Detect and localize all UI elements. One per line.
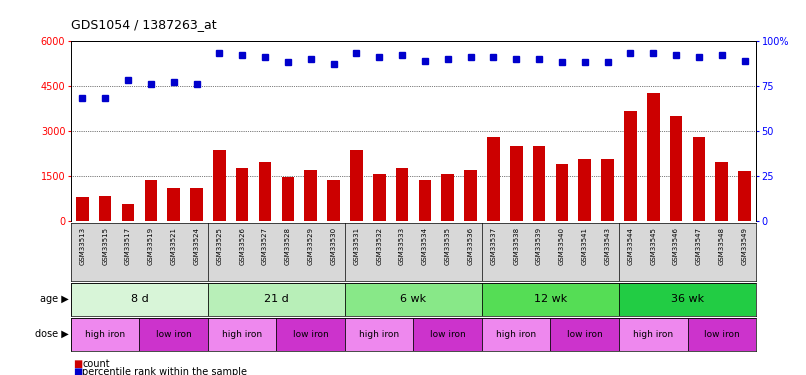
Text: 6 wk: 6 wk — [401, 294, 426, 304]
Bar — [168, 188, 180, 221]
Text: low iron: low iron — [430, 330, 466, 339]
Text: GSM33530: GSM33530 — [330, 227, 337, 265]
Text: 21 d: 21 d — [264, 294, 289, 304]
Bar — [345, 318, 413, 351]
Text: GSM33540: GSM33540 — [559, 227, 565, 265]
Bar — [144, 180, 157, 221]
Text: GSM33541: GSM33541 — [582, 227, 588, 265]
Text: high iron: high iron — [496, 330, 536, 339]
Bar — [550, 318, 619, 351]
Bar — [716, 162, 728, 221]
Text: GSM33513: GSM33513 — [79, 227, 85, 265]
Bar — [482, 283, 619, 316]
Text: GSM33548: GSM33548 — [719, 227, 725, 265]
Text: high iron: high iron — [634, 330, 673, 339]
Text: GSM33515: GSM33515 — [102, 227, 108, 265]
Text: low iron: low iron — [156, 330, 192, 339]
Text: low iron: low iron — [567, 330, 603, 339]
Bar — [122, 204, 135, 221]
Bar — [692, 137, 705, 221]
Bar — [76, 197, 89, 221]
Bar — [464, 170, 477, 221]
Bar — [619, 283, 756, 316]
Text: GSM33546: GSM33546 — [673, 227, 679, 265]
Text: GSM33537: GSM33537 — [490, 227, 496, 265]
Text: GSM33521: GSM33521 — [171, 227, 177, 265]
Bar — [533, 146, 546, 221]
Bar — [670, 116, 683, 221]
Bar — [208, 283, 345, 316]
Bar — [487, 137, 500, 221]
Text: low iron: low iron — [293, 330, 329, 339]
Bar — [345, 283, 482, 316]
Bar — [305, 170, 317, 221]
Bar — [276, 318, 345, 351]
Bar — [236, 168, 248, 221]
Text: 12 wk: 12 wk — [534, 294, 567, 304]
Text: GSM33535: GSM33535 — [445, 227, 451, 265]
Text: GSM33544: GSM33544 — [627, 227, 634, 265]
Text: GSM33525: GSM33525 — [216, 227, 222, 265]
Text: dose ▶: dose ▶ — [35, 329, 69, 339]
Text: GSM33538: GSM33538 — [513, 227, 519, 265]
Bar — [281, 177, 294, 221]
Bar — [601, 159, 614, 221]
Bar — [71, 318, 139, 351]
Bar — [396, 168, 409, 221]
Text: count: count — [82, 359, 110, 369]
Bar — [259, 162, 272, 221]
Text: GSM33519: GSM33519 — [147, 227, 154, 265]
Text: ■: ■ — [73, 359, 82, 369]
Text: GSM33549: GSM33549 — [742, 227, 748, 265]
Text: GSM33533: GSM33533 — [399, 227, 405, 265]
Text: GSM33532: GSM33532 — [376, 227, 382, 265]
Text: age ▶: age ▶ — [39, 294, 69, 304]
Text: GSM33531: GSM33531 — [353, 227, 359, 265]
Bar — [190, 188, 203, 221]
Text: high iron: high iron — [85, 330, 125, 339]
Bar — [688, 318, 756, 351]
Bar — [71, 283, 208, 316]
Text: low iron: low iron — [704, 330, 740, 339]
Text: GSM33545: GSM33545 — [650, 227, 656, 265]
Text: GSM33539: GSM33539 — [536, 227, 542, 265]
Bar — [327, 180, 340, 221]
Bar — [413, 318, 482, 351]
Text: GSM33517: GSM33517 — [125, 227, 131, 265]
Text: GSM33536: GSM33536 — [467, 227, 474, 265]
Bar — [139, 318, 208, 351]
Bar — [738, 171, 751, 221]
Text: GSM33526: GSM33526 — [239, 227, 245, 265]
Bar — [373, 174, 385, 221]
Bar — [624, 111, 637, 221]
Text: GDS1054 / 1387263_at: GDS1054 / 1387263_at — [71, 18, 217, 32]
Bar — [510, 146, 522, 221]
Text: GSM33529: GSM33529 — [308, 227, 314, 265]
Text: high iron: high iron — [222, 330, 262, 339]
Text: GSM33527: GSM33527 — [262, 227, 268, 265]
Text: 36 wk: 36 wk — [671, 294, 704, 304]
Text: ■: ■ — [73, 367, 82, 375]
Bar — [208, 318, 276, 351]
Text: percentile rank within the sample: percentile rank within the sample — [82, 367, 247, 375]
Bar — [555, 164, 568, 221]
Bar — [619, 318, 688, 351]
Bar — [482, 318, 550, 351]
Bar — [99, 196, 111, 221]
Bar — [350, 150, 363, 221]
Text: GSM33524: GSM33524 — [193, 227, 200, 265]
Text: 8 d: 8 d — [131, 294, 148, 304]
Bar — [213, 150, 226, 221]
Bar — [579, 159, 591, 221]
Text: GSM33543: GSM33543 — [604, 227, 611, 265]
Text: GSM33528: GSM33528 — [285, 227, 291, 265]
Bar — [647, 93, 659, 221]
Bar — [442, 174, 454, 221]
Text: high iron: high iron — [359, 330, 399, 339]
Bar — [418, 180, 431, 221]
Text: GSM33547: GSM33547 — [696, 227, 702, 265]
Text: GSM33534: GSM33534 — [422, 227, 428, 265]
